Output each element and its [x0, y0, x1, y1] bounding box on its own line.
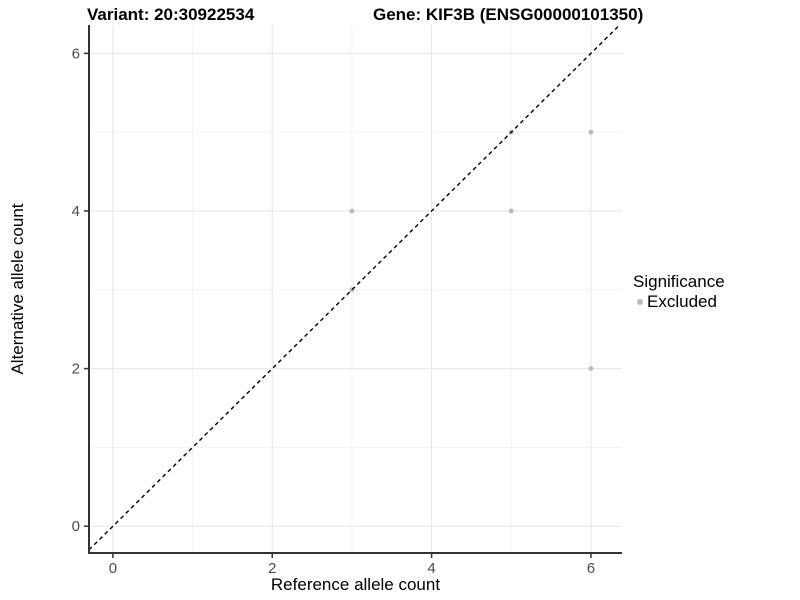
- y-tick-label: 0: [72, 518, 80, 535]
- data-point: [588, 129, 594, 135]
- y-tick-label: 4: [72, 203, 80, 220]
- data-point: [349, 208, 355, 214]
- x-tick-label: 6: [587, 560, 595, 577]
- data-point: [508, 208, 514, 214]
- legend-entry: Excluded: [633, 292, 725, 312]
- y-tick-label: 6: [72, 45, 80, 62]
- plot-panel: 0 2 4 6 0 2 4 6: [72, 24, 622, 577]
- y-tick-label: 2: [72, 361, 80, 378]
- gene-title: Gene: KIF3B (ENSG00000101350): [373, 5, 644, 24]
- legend: Significance Excluded: [633, 272, 725, 312]
- variant-title: Variant: 20:30922534: [87, 5, 255, 24]
- legend-title: Significance: [633, 272, 725, 291]
- y-axis-title: Alternative allele count: [8, 203, 27, 375]
- data-point: [588, 366, 594, 371]
- identity-line: [88, 24, 621, 551]
- legend-point-icon: [637, 299, 643, 305]
- x-tick-label: 0: [109, 560, 117, 577]
- legend-entry-label: Excluded: [647, 292, 717, 311]
- x-tick-label: 4: [427, 560, 435, 577]
- x-axis-title: Reference allele count: [270, 575, 441, 594]
- x-tick-label: 2: [268, 560, 276, 577]
